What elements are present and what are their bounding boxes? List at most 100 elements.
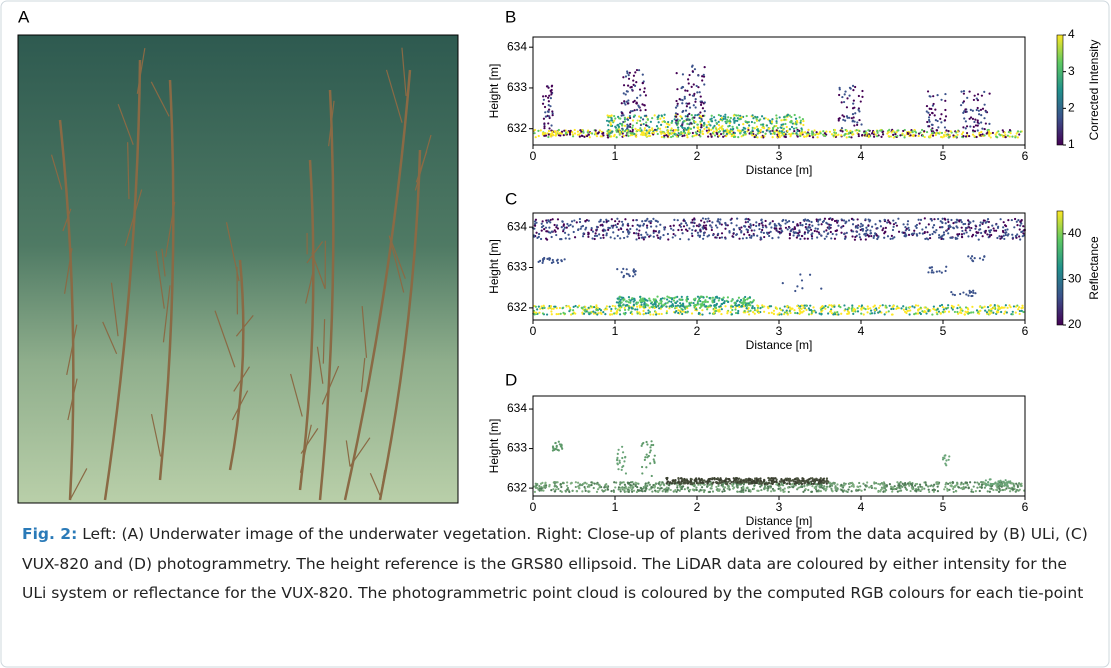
point	[749, 482, 751, 484]
point	[905, 488, 907, 490]
point	[988, 311, 990, 313]
point	[815, 311, 817, 313]
point	[557, 218, 559, 220]
point	[693, 104, 695, 106]
point	[1018, 306, 1020, 308]
point	[811, 221, 813, 223]
point	[699, 111, 701, 113]
point	[721, 232, 723, 234]
point	[997, 311, 999, 313]
point	[572, 490, 574, 492]
point	[681, 102, 683, 104]
point	[656, 234, 658, 236]
point	[904, 226, 906, 228]
point	[537, 130, 539, 132]
point	[754, 127, 756, 129]
point	[570, 482, 572, 484]
point	[627, 135, 629, 137]
point	[557, 262, 559, 264]
point	[704, 110, 706, 112]
point	[914, 129, 916, 131]
point	[809, 309, 811, 311]
point	[756, 129, 758, 131]
point	[699, 224, 701, 226]
point	[981, 133, 983, 135]
point	[963, 117, 965, 119]
point	[916, 233, 918, 235]
point	[995, 489, 997, 491]
point	[650, 121, 652, 123]
point	[709, 220, 711, 222]
point	[911, 233, 913, 235]
x-tick-label: 5	[940, 149, 947, 163]
x-tick-label: 6	[1022, 324, 1029, 338]
point	[909, 313, 911, 315]
point	[584, 306, 586, 308]
point	[743, 233, 745, 235]
point	[638, 115, 640, 117]
point	[678, 132, 680, 134]
point	[645, 124, 647, 126]
point	[864, 484, 866, 486]
point	[974, 257, 976, 259]
point	[984, 309, 986, 311]
point	[879, 305, 881, 307]
point	[538, 306, 540, 308]
point	[640, 124, 642, 126]
point	[907, 223, 909, 225]
point	[645, 121, 647, 123]
point	[706, 308, 708, 310]
point	[966, 132, 968, 134]
point	[639, 225, 641, 227]
point	[555, 442, 557, 444]
point	[853, 116, 855, 118]
point	[735, 312, 737, 314]
point	[817, 223, 819, 225]
point	[1002, 307, 1004, 309]
point	[898, 485, 900, 487]
point	[779, 488, 781, 490]
point	[606, 308, 608, 310]
point	[854, 236, 856, 238]
point	[723, 302, 725, 304]
point	[993, 227, 995, 229]
point	[548, 100, 550, 102]
point	[744, 302, 746, 304]
point	[755, 221, 757, 223]
point	[629, 117, 631, 119]
point	[598, 484, 600, 486]
point	[978, 483, 980, 485]
point	[896, 487, 898, 489]
point	[698, 477, 700, 479]
point	[945, 222, 947, 224]
point	[768, 235, 770, 237]
point	[642, 299, 644, 301]
point	[940, 136, 942, 138]
point	[768, 312, 770, 314]
point	[980, 131, 982, 133]
point	[585, 490, 587, 492]
point	[841, 226, 843, 228]
point	[972, 290, 974, 292]
point	[785, 136, 787, 138]
point	[540, 238, 542, 240]
point	[976, 487, 978, 489]
point	[848, 136, 850, 138]
point	[981, 307, 983, 309]
point	[684, 127, 686, 129]
point	[691, 232, 693, 234]
point	[851, 490, 853, 492]
point	[697, 232, 699, 234]
point	[736, 305, 738, 307]
point	[869, 307, 871, 309]
point	[783, 480, 785, 482]
point	[714, 236, 716, 238]
point	[876, 234, 878, 236]
point	[695, 106, 697, 108]
point	[556, 307, 558, 309]
point	[708, 130, 710, 132]
point	[964, 223, 966, 225]
point	[998, 491, 1000, 493]
point	[597, 132, 599, 134]
point	[700, 104, 702, 106]
